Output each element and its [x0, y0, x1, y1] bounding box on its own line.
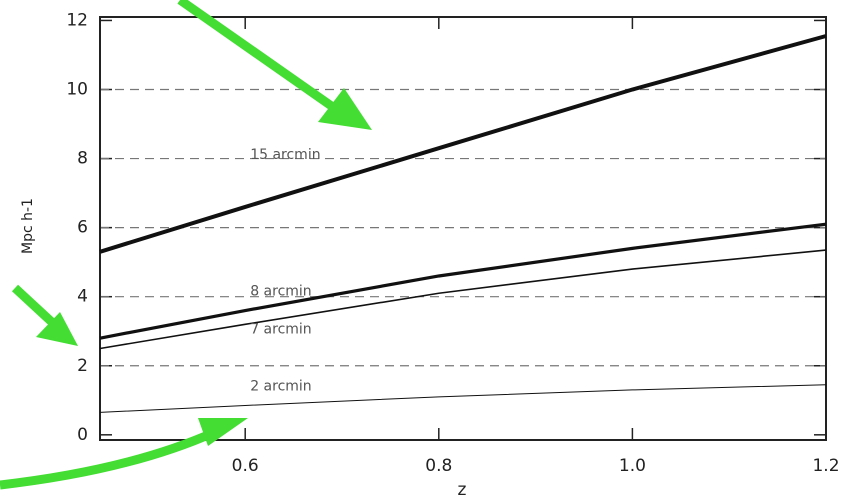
y-tick-label: 6	[77, 218, 88, 238]
x-tick-label: 0.6	[232, 456, 259, 476]
y-tick-label: 0	[77, 425, 88, 445]
arrow	[11, 284, 59, 329]
series-line	[99, 249, 827, 350]
arrows	[0, 0, 372, 490]
arrow-head	[318, 88, 372, 130]
series-line	[99, 384, 827, 413]
series-label: 7 arcmin	[250, 322, 311, 338]
x-tick-label: 0.8	[425, 456, 452, 476]
arrow	[0, 427, 217, 490]
y-tick-label: 4	[77, 287, 88, 307]
y-tick-label: 10	[66, 80, 88, 100]
x-tick-label: 1.2	[812, 456, 839, 476]
arrow-head	[198, 418, 248, 446]
y-tick-label: 12	[66, 10, 88, 30]
arrow-head	[36, 312, 78, 346]
y-tick-label: 8	[77, 149, 88, 169]
series-label: 8 arcmin	[250, 284, 311, 300]
series-label: 2 arcmin	[250, 378, 311, 394]
x-axis-label: z	[458, 480, 467, 500]
arrow	[177, 0, 343, 116]
y-tick-label: 2	[77, 356, 88, 376]
x-tick-label: 1.0	[619, 456, 646, 476]
series-label: 15 arcmin	[250, 147, 320, 163]
series-line	[99, 34, 827, 254]
y-axis-label: Mpc h-1	[20, 198, 36, 254]
series-line	[99, 222, 827, 340]
plot-frame	[99, 16, 827, 441]
